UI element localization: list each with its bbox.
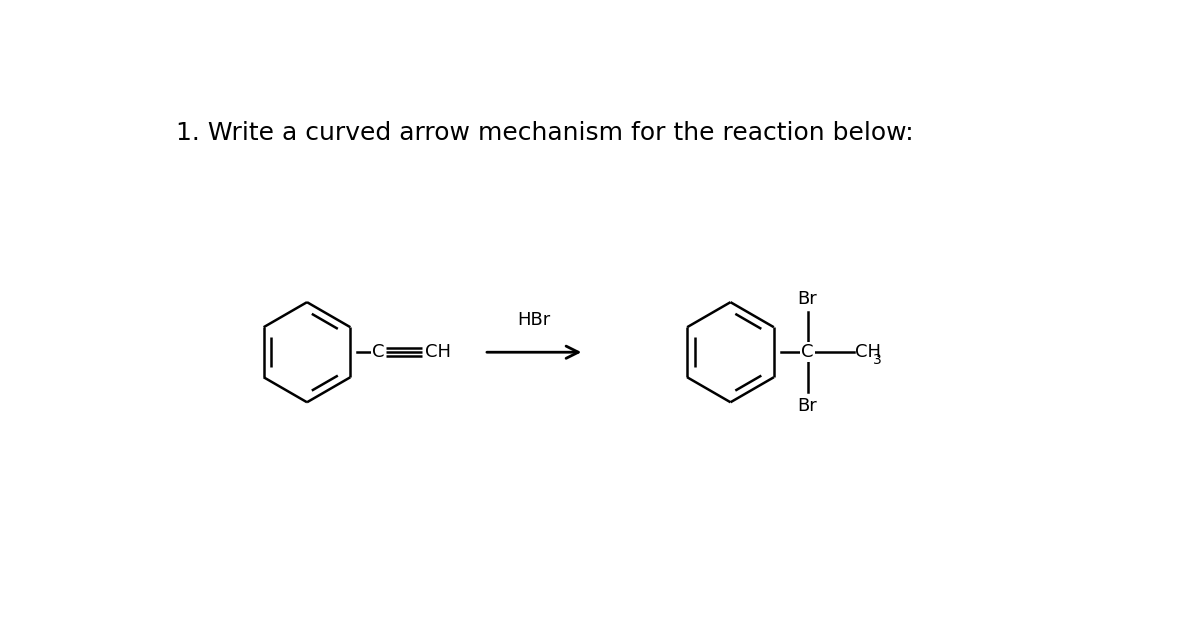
Text: 1. Write a curved arrow mechanism for the reaction below:: 1. Write a curved arrow mechanism for th… <box>176 121 913 145</box>
Text: 3: 3 <box>872 353 882 367</box>
Text: C: C <box>802 343 814 361</box>
Text: Br: Br <box>798 397 817 415</box>
Text: Br: Br <box>798 290 817 308</box>
Text: HBr: HBr <box>517 311 551 329</box>
Text: C: C <box>372 343 385 361</box>
Text: CH: CH <box>425 343 451 361</box>
Text: CH: CH <box>856 343 881 361</box>
